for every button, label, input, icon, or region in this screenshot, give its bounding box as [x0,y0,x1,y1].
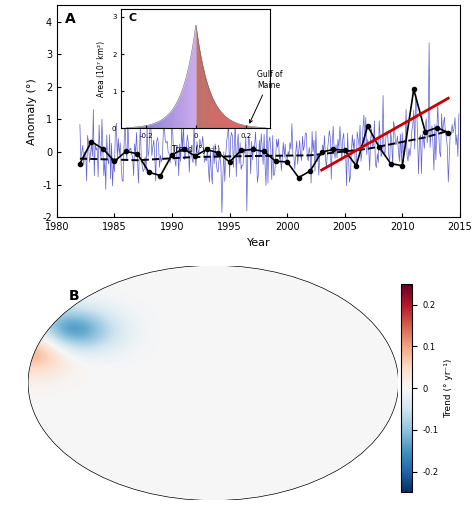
Point [306,167,314,175]
Point [295,173,302,182]
Point [421,128,429,136]
Point [318,148,326,156]
Point [203,145,210,154]
Point [134,150,141,158]
Point [352,162,360,170]
Point [260,147,268,156]
Text: B: B [69,289,80,303]
Y-axis label: Trend (° yr⁻¹): Trend (° yr⁻¹) [444,358,453,418]
Point [88,138,95,146]
Text: A: A [65,11,76,26]
Point [145,168,153,177]
Point [191,152,199,160]
Point [214,148,222,157]
Point [433,123,440,132]
Point [157,171,164,180]
Point [364,122,372,130]
Point [99,145,107,153]
Point [341,146,348,154]
Point [445,128,452,137]
Point [226,158,233,166]
Point [399,162,406,170]
Point [410,85,418,94]
Point [387,159,394,168]
Point [237,146,245,155]
Y-axis label: Anomaly (°): Anomaly (°) [27,78,36,145]
Point [249,145,256,154]
Point [375,143,383,152]
Point [76,159,84,168]
Point [272,157,279,165]
X-axis label: Year: Year [246,238,270,248]
Point [168,151,176,159]
Point [180,145,187,153]
Point [283,158,291,166]
Point [110,157,118,165]
Point [122,147,130,156]
Point [329,145,337,154]
